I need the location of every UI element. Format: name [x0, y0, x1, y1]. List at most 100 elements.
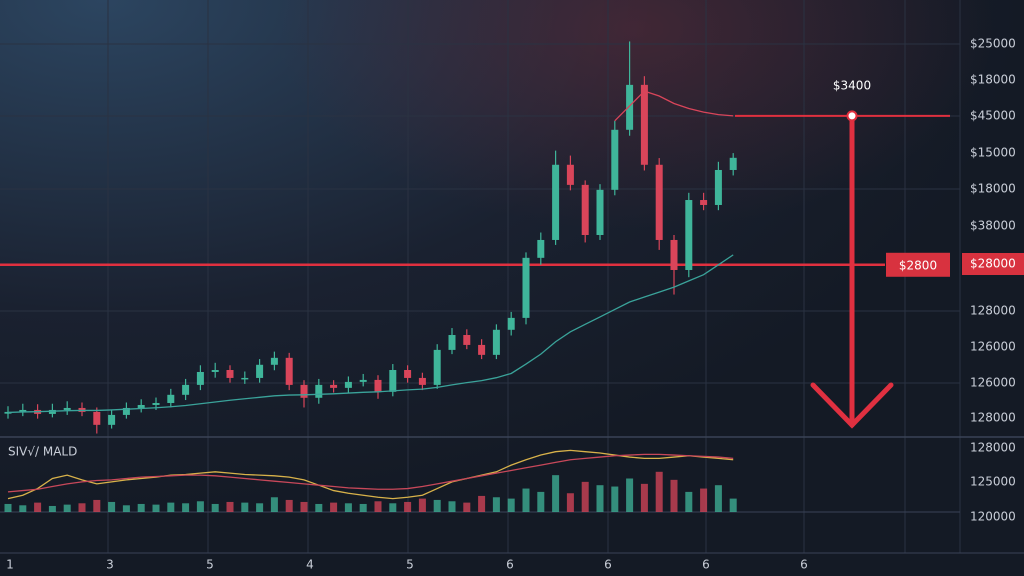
- volume-bar: [581, 481, 589, 512]
- y-axis-label: $25000: [970, 37, 1016, 51]
- level-label-box: [886, 252, 950, 277]
- candle-body: [315, 384, 323, 398]
- candle-body: [300, 384, 308, 398]
- down-arrow: [810, 117, 894, 429]
- candle-body: [256, 364, 264, 378]
- volume-axis-label: 125000: [970, 475, 1016, 489]
- volume-bar: [537, 491, 545, 512]
- volume-bar: [344, 503, 352, 512]
- candle-body: [552, 164, 560, 240]
- y-axis-label: $38000: [970, 219, 1016, 233]
- candle-body: [537, 239, 545, 258]
- volume-bar: [4, 503, 12, 512]
- volume-bar: [418, 498, 426, 512]
- y-axis-label: $15000: [970, 146, 1016, 160]
- volume-bar: [522, 488, 530, 512]
- volume-bar: [566, 493, 574, 512]
- volume-bar: [137, 503, 145, 512]
- candle-body: [226, 369, 234, 378]
- volume-axis-label: 120000: [970, 510, 1016, 524]
- volume-bar: [611, 486, 619, 512]
- level-point: [846, 110, 858, 122]
- volume-axis-label: 128000: [970, 441, 1016, 455]
- candle-body: [167, 394, 175, 404]
- volume-bar: [626, 478, 634, 512]
- candle-body: [389, 369, 397, 392]
- volume-bar: [285, 499, 293, 512]
- y-axis-label: 126000: [970, 376, 1016, 390]
- volume-bar: [507, 498, 515, 512]
- volume-bar: [315, 503, 323, 512]
- candle-body: [196, 371, 204, 385]
- y-axis-label: 128000: [970, 411, 1016, 425]
- candle-body: [478, 344, 486, 355]
- candle-body: [566, 164, 574, 185]
- level-label: $3400: [833, 78, 871, 92]
- candle-body: [448, 335, 456, 350]
- candle-body: [596, 189, 604, 236]
- volume-bar: [226, 501, 234, 512]
- candle-body: [137, 404, 145, 408]
- volume-bar: [196, 501, 204, 512]
- x-axis-label: 6: [604, 558, 612, 572]
- volume-bar: [640, 483, 648, 512]
- candle-body: [63, 407, 71, 410]
- volume-bar: [152, 504, 160, 512]
- volume-bar: [374, 501, 382, 512]
- volume-bar: [492, 497, 500, 512]
- volume-bar: [655, 471, 663, 512]
- oscillator-line: [7, 453, 734, 493]
- candle-body: [108, 414, 116, 425]
- candle-body: [48, 409, 56, 414]
- volume-bar: [167, 502, 175, 512]
- x-axis-label: 6: [506, 558, 514, 572]
- candle-body: [374, 379, 382, 392]
- axis-label-box: [962, 253, 1024, 275]
- moving-average: [614, 90, 734, 122]
- candle-body: [685, 200, 693, 270]
- candle-body: [19, 409, 27, 412]
- volume-bar: [433, 499, 441, 512]
- candle-body: [344, 381, 352, 388]
- candle-body: [492, 329, 500, 355]
- volume-bar: [300, 501, 308, 512]
- volume-bar: [63, 504, 71, 512]
- volume-bar: [270, 497, 278, 512]
- volume-bar: [389, 503, 397, 512]
- candle-body: [670, 239, 678, 270]
- candle-body: [285, 357, 293, 385]
- volume-bar: [241, 502, 249, 512]
- candle-body: [433, 349, 441, 385]
- volume-bar: [256, 503, 264, 512]
- candle-body: [729, 157, 737, 170]
- y-axis-label: $18000: [970, 182, 1016, 196]
- volume-bar: [685, 491, 693, 512]
- volume-bar: [596, 485, 604, 512]
- volume-bar: [19, 505, 27, 512]
- candle-body: [4, 411, 12, 414]
- volume-bar: [478, 495, 486, 512]
- x-axis-label: 4: [306, 558, 314, 572]
- candle-body: [714, 169, 722, 205]
- candle-body: [359, 379, 367, 382]
- level-label: $2800: [899, 258, 937, 272]
- volume-bar: [670, 479, 678, 512]
- candle-body: [640, 84, 648, 165]
- y-axis-label: $45000: [970, 109, 1016, 123]
- candle-body: [507, 317, 515, 330]
- x-axis-label: 6: [702, 558, 710, 572]
- oscillator-line: [7, 449, 734, 500]
- moving-average: [7, 254, 734, 414]
- x-axis-label: 5: [206, 558, 214, 572]
- candle-body: [241, 377, 249, 380]
- candle-body: [581, 184, 589, 236]
- volume-bar: [330, 502, 338, 512]
- y-axis-label: $28000: [970, 257, 1016, 271]
- candle-body: [122, 407, 130, 415]
- volume-bar: [122, 505, 130, 512]
- candle-body: [522, 257, 530, 318]
- candle-body: [404, 369, 412, 378]
- volume-bar: [182, 503, 190, 512]
- volume-bar: [552, 475, 560, 512]
